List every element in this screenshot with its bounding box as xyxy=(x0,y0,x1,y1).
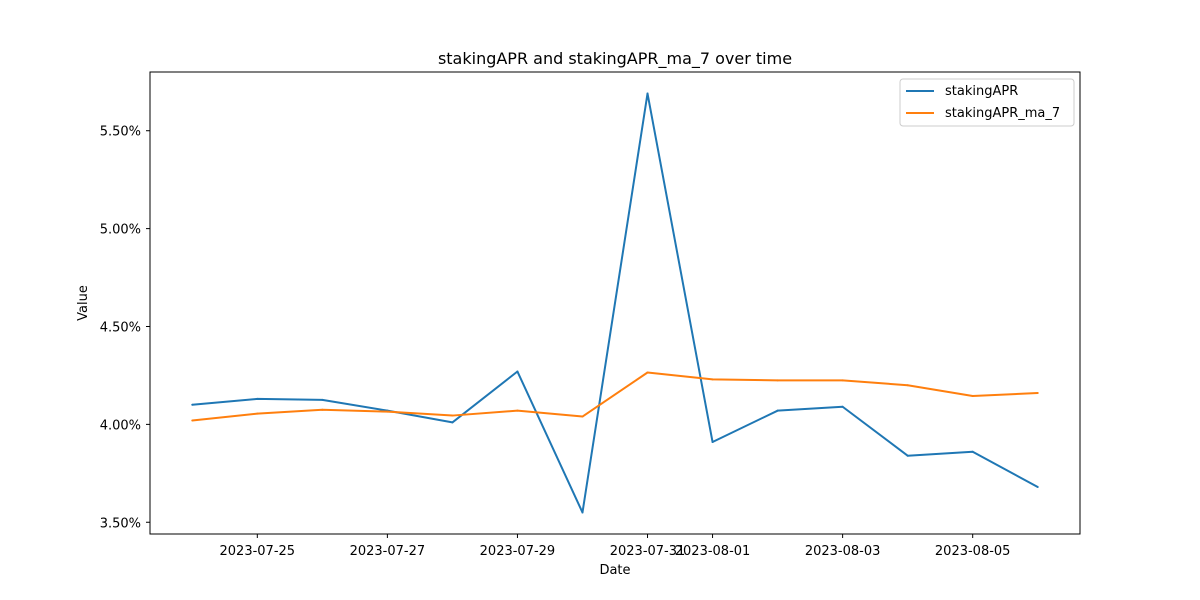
legend-label-stakingAPR: stakingAPR xyxy=(945,84,1018,99)
data-point-stakingAPR-2023-07-26 xyxy=(321,398,324,401)
x-tick-label: 2023-08-05 xyxy=(935,544,1011,559)
y-tick-label: 5.50% xyxy=(100,125,141,140)
series-line-stakingAPR_ma_7 xyxy=(192,371,1038,422)
data-point-stakingAPR_ma_7-2023-07-30 xyxy=(581,415,584,418)
data-point-stakingAPR-2023-07-30 xyxy=(581,511,584,514)
y-tick-label: 3.50% xyxy=(100,516,141,531)
data-point-stakingAPR_ma_7-2023-08-05 xyxy=(971,394,974,397)
legend: stakingAPR stakingAPR_ma_7 xyxy=(899,78,1075,127)
x-axis-title: Date xyxy=(599,563,630,578)
y-axis: 3.50% 4.00% 4.50% 5.00% 5.50% xyxy=(100,125,150,531)
series-line-stakingAPR xyxy=(192,92,1039,514)
x-tick-label: 2023-07-29 xyxy=(480,544,556,559)
y-axis-title: Value xyxy=(76,285,91,321)
data-point-stakingAPR-2023-08-01 xyxy=(711,440,714,443)
data-point-stakingAPR_ma_7-2023-07-28 xyxy=(451,414,454,417)
x-tick-label: 2023-08-03 xyxy=(805,544,881,559)
data-point-stakingAPR_ma_7-2023-07-26 xyxy=(321,408,324,411)
data-point-stakingAPR_ma_7-2023-07-27 xyxy=(386,410,389,413)
series-lines xyxy=(191,92,1039,514)
data-point-stakingAPR_ma_7-2023-08-03 xyxy=(841,379,844,382)
data-point-stakingAPR-2023-07-24 xyxy=(191,403,194,406)
data-point-stakingAPR-2023-07-25 xyxy=(256,397,259,400)
data-point-stakingAPR-2023-07-31 xyxy=(646,92,649,95)
data-point-stakingAPR-2023-08-06 xyxy=(1036,486,1039,489)
data-point-stakingAPR_ma_7-2023-08-04 xyxy=(906,384,909,387)
data-point-stakingAPR_ma_7-2023-07-25 xyxy=(256,412,259,415)
data-point-stakingAPR-2023-07-28 xyxy=(451,421,454,424)
data-point-stakingAPR_ma_7-2023-08-06 xyxy=(1036,392,1039,395)
legend-box xyxy=(899,78,1075,127)
data-point-stakingAPR-2023-08-02 xyxy=(776,409,779,412)
legend-label-stakingAPR_ma_7: stakingAPR_ma_7 xyxy=(945,106,1060,121)
data-point-stakingAPR_ma_7-2023-08-02 xyxy=(776,379,779,382)
x-tick-label: 2023-07-31 xyxy=(610,544,686,559)
data-point-stakingAPR-2023-08-03 xyxy=(841,405,844,408)
x-tick-label: 2023-08-01 xyxy=(675,544,751,559)
x-tick-label: 2023-07-25 xyxy=(220,544,296,559)
chart-title: stakingAPR and stakingAPR_ma_7 over time xyxy=(438,49,792,69)
data-point-stakingAPR-2023-08-05 xyxy=(971,450,974,453)
y-tick-label: 4.50% xyxy=(100,320,141,335)
data-point-stakingAPR_ma_7-2023-07-24 xyxy=(191,419,194,422)
data-point-stakingAPR_ma_7-2023-08-01 xyxy=(711,378,714,381)
data-point-stakingAPR-2023-07-29 xyxy=(516,370,519,373)
y-tick-label: 4.00% xyxy=(100,418,141,433)
data-point-stakingAPR_ma_7-2023-07-31 xyxy=(646,371,649,374)
data-point-stakingAPR_ma_7-2023-07-29 xyxy=(516,409,519,412)
x-axis: 2023-07-25 2023-07-27 2023-07-29 2023-07-31… xyxy=(220,534,1011,559)
x-tick-label: 2023-07-27 xyxy=(350,544,426,559)
y-tick-label: 5.00% xyxy=(100,223,141,238)
data-point-stakingAPR-2023-08-04 xyxy=(906,454,909,457)
